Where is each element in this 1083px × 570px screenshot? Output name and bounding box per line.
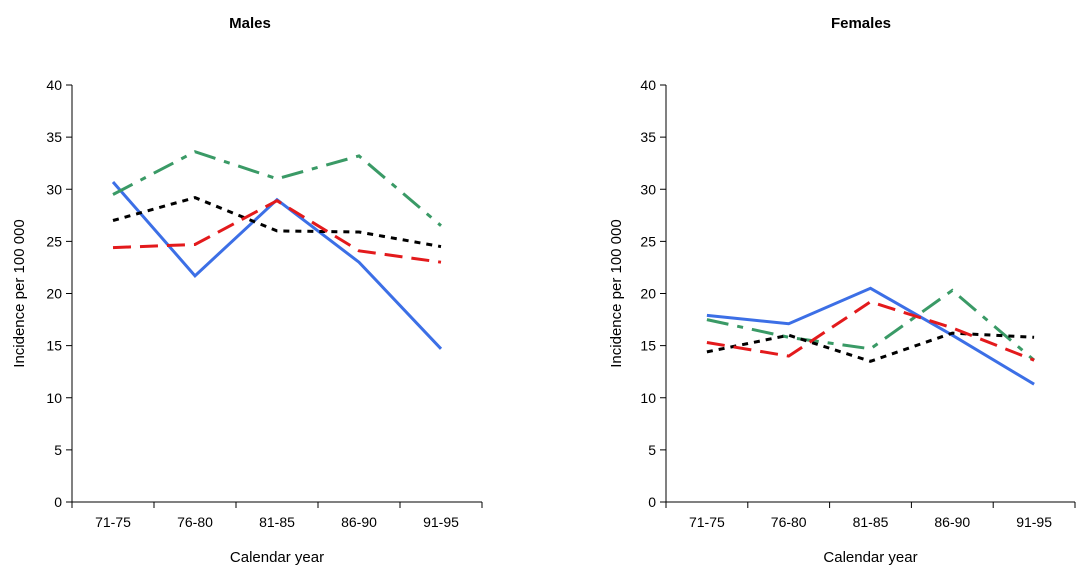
panel-2-series-line-3 [706, 331, 1035, 363]
panel-2-x-tick-label: 81-85 [853, 514, 889, 530]
panel-2-y-axis-label: Incidence per 100 000 [608, 219, 625, 367]
panel-1-series-line-3 [112, 196, 442, 249]
panel-1-y-tick-label: 35 [46, 129, 62, 145]
panel-1-y-tick-label: 30 [46, 181, 62, 197]
panel-1-chart: Males 0 5 10 15 20 25 30 35 40 71-75 76-80 81-85 86-9… [11, 15, 483, 566]
panel-2-y-tick-label: 5 [648, 442, 656, 458]
panel-1-y-tick-label: 20 [46, 286, 62, 302]
panel-1-chart-title: Males [229, 15, 271, 32]
panel-2-x-tick-label: 91-95 [1016, 514, 1052, 530]
panel-1-y-tick-label: 0 [54, 494, 62, 510]
panel-1-series-line-4 [112, 198, 442, 264]
panel-2-y-tick-label: 30 [640, 181, 656, 197]
panel-1-y-tick-label: 5 [54, 442, 62, 458]
panel-1-y-tick-label: 25 [46, 233, 62, 249]
panel-2-series-line-4 [706, 300, 1035, 362]
panel-2-x-tick-label: 76-80 [771, 514, 807, 530]
panel-2-y-tick-label: 0 [648, 494, 656, 510]
panel-2-series-line-2 [706, 288, 1036, 362]
panel-2-chart: Females 0 5 10 15 20 25 30 35 40 71-75 76-80 81-85 86… [608, 15, 1076, 566]
panel-2-x-tick-label: 71-75 [689, 514, 725, 530]
panel-1-y-tick-label: 40 [46, 77, 62, 93]
panel-2-x-tick-label: 86-90 [934, 514, 970, 530]
panel-2-chart-title: Females [831, 15, 891, 32]
panel-1-y-tick-label: 15 [46, 338, 62, 354]
panel-1-x-tick-label: 91-95 [423, 514, 459, 530]
panel-2-y-tick-label: 35 [640, 129, 656, 145]
panel-1-x-tick-label: 76-80 [177, 514, 213, 530]
panel-1-x-axis-label: Calendar year [230, 549, 324, 566]
panel-1-y-tick-label: 10 [46, 390, 62, 406]
panel-2-y-tick-label: 15 [640, 338, 656, 354]
panel-1-x-tick-label: 86-90 [341, 514, 377, 530]
panel-1-y-axis-label: Incidence per 100 000 [11, 219, 28, 367]
panel-2-y-tick-label: 20 [640, 286, 656, 302]
panel-1-series-line-2 [112, 150, 442, 227]
panel-2-y-tick-label: 10 [640, 390, 656, 406]
panel-1-x-tick-label: 71-75 [95, 514, 131, 530]
panel-2-series-line-1 [706, 286, 1035, 386]
panel-1-x-tick-label: 81-85 [259, 514, 295, 530]
panel-2-x-axis-label: Calendar year [823, 549, 917, 566]
panel-2-y-tick-label: 25 [640, 233, 656, 249]
panel-2-y-tick-label: 40 [640, 77, 656, 93]
